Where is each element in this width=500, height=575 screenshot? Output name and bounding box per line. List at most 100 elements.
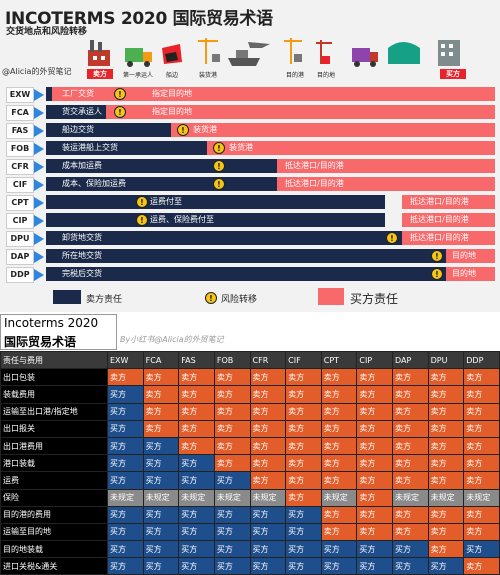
crane-unload-icon bbox=[316, 40, 332, 64]
column-header: DAP bbox=[392, 350, 429, 370]
table-cell: 买方 bbox=[213, 471, 251, 490]
factory-icon bbox=[88, 40, 110, 66]
page-subtitle: 交货地点和风险转移 bbox=[6, 27, 88, 37]
table-cell: 买方 bbox=[249, 557, 287, 575]
table-cell: 卖方 bbox=[213, 402, 251, 421]
table-cell: 卖方 bbox=[356, 505, 393, 524]
table-cell: 卖方 bbox=[249, 402, 287, 421]
arrow-icon bbox=[34, 251, 44, 263]
table-cell: 买方 bbox=[285, 505, 322, 524]
legend-warning-icon: ! bbox=[205, 292, 217, 304]
table-cell: 卖方 bbox=[392, 419, 429, 438]
page-title: INCOTERMS 2020 国际贸易术语 bbox=[5, 9, 273, 29]
author-tag: @Alicia的外贸笔记 bbox=[2, 67, 72, 76]
table-cell: 卖方 bbox=[356, 436, 393, 456]
table-cell: 卖方 bbox=[320, 368, 358, 387]
table-cell: 买方 bbox=[178, 454, 215, 473]
seller-cost-bar bbox=[207, 177, 277, 191]
row-label: 运输至出口港/指定地 bbox=[0, 402, 108, 421]
buyer-responsibility-bar bbox=[207, 141, 495, 155]
buyer-icon-label: 买方 bbox=[440, 69, 466, 79]
risk-transfer-warning-icon: ! bbox=[386, 232, 398, 244]
table-cell: 卖方 bbox=[427, 522, 465, 542]
term-row: EXW 工厂交货! 指定目的地 bbox=[0, 87, 500, 103]
table-cell: 卖方 bbox=[463, 454, 500, 473]
crane-dest-icon bbox=[284, 38, 302, 64]
table-cell: 买方 bbox=[142, 436, 180, 456]
term-row: FCA 货交承运人! 指定目的地 bbox=[0, 105, 500, 121]
term-code: CPT bbox=[6, 195, 34, 211]
table-cell: 卖方 bbox=[427, 454, 465, 473]
table-cell: 卖方 bbox=[356, 419, 393, 438]
table-cell: 未规定 bbox=[178, 488, 215, 507]
table-cell: 卖方 bbox=[427, 436, 465, 456]
table-cell: 卖方 bbox=[320, 522, 358, 542]
risk-transfer-warning-icon: ! bbox=[213, 160, 225, 172]
table-cell: 卖方 bbox=[392, 385, 429, 404]
table-cell: 买方 bbox=[178, 522, 215, 542]
table-cell: 卖方 bbox=[356, 402, 393, 421]
table-cell: 卖方 bbox=[463, 436, 500, 456]
table-cell: 未规定 bbox=[142, 488, 180, 507]
arrow-icon bbox=[34, 197, 44, 209]
buyer-responsibility-bar bbox=[106, 105, 495, 119]
term-row: CPT 运费付至! 抵达港口/目的港 bbox=[0, 195, 500, 211]
table-cell: 卖方 bbox=[356, 471, 393, 490]
risk-transfer-warning-icon: ! bbox=[177, 124, 189, 136]
table-row: 目的地装载 买方 买方 买方 买方 买方 买方 买方 买方 买方 卖方 买方 bbox=[0, 540, 500, 559]
table-cell: 买方 bbox=[107, 540, 144, 559]
table-cell: 卖方 bbox=[427, 385, 465, 404]
crane-icon bbox=[198, 38, 220, 64]
transport-icons bbox=[88, 38, 460, 67]
table-cell: 卖方 bbox=[142, 402, 180, 421]
table-title-cn: 国际贸易术语 bbox=[4, 335, 77, 349]
term-row: DDP 完税后交货! 目的地 bbox=[0, 267, 500, 283]
table-cell: 卖方 bbox=[285, 368, 322, 387]
table-cell: 卖方 bbox=[249, 471, 287, 490]
table-cell: 卖方 bbox=[356, 488, 393, 507]
term-row: FAS 船边交货! 装货港 bbox=[0, 123, 500, 139]
table-cell: 卖方 bbox=[249, 368, 287, 387]
risk-transfer-warning-icon: ! bbox=[431, 250, 443, 262]
table-cell: 卖方 bbox=[320, 436, 358, 456]
delivery-point-label: 装货港 bbox=[229, 143, 253, 152]
destination-icon-label: 目的地 bbox=[316, 72, 335, 79]
table-cell: 买方 bbox=[249, 540, 287, 559]
risk-transfer-warning-icon: ! bbox=[431, 268, 443, 280]
table-cell: 买方 bbox=[249, 505, 287, 524]
warehouse-icon bbox=[388, 42, 420, 64]
column-header: DDP bbox=[463, 350, 500, 370]
table-cell: 买方 bbox=[249, 522, 287, 542]
row-label: 目的港的费用 bbox=[0, 505, 108, 524]
loadport-icon-label: 装货港 bbox=[198, 72, 217, 79]
term-row: CIF 成本、保险加运费! 抵达港口/目的港 bbox=[0, 177, 500, 193]
table-row: 进口关税&通关 买方 买方 买方 买方 买方 买方 买方 买方 买方 买方 卖方 bbox=[0, 557, 500, 575]
table-cell: 买方 bbox=[320, 540, 358, 559]
table-cell: 买方 bbox=[427, 557, 465, 575]
table-cell: 卖方 bbox=[285, 454, 322, 473]
seller-icon-label: 卖方 bbox=[87, 69, 113, 79]
delivery-point-label: 指定目的地 bbox=[152, 89, 192, 98]
seller-label: 所在地交货 bbox=[62, 251, 102, 260]
buyer-responsibility-bar bbox=[171, 123, 495, 137]
term-code: FOB bbox=[6, 141, 34, 157]
table-row: 保险 未规定 未规定 未规定 未规定 未规定 卖方 未规定 卖方 未规定 未规定 未规定 bbox=[0, 488, 500, 507]
table-cell: 卖方 bbox=[320, 385, 358, 404]
risk-transfer-warning-icon: ! bbox=[114, 106, 126, 118]
term-code: CFR bbox=[6, 159, 34, 175]
table-cell: 买方 bbox=[107, 402, 144, 421]
term-code: FAS bbox=[6, 123, 34, 139]
table-row: 目的港的费用 买方 买方 买方 买方 买方 买方 卖方 卖方 卖方 卖方 卖方 bbox=[0, 505, 500, 524]
buyer-responsibility-bar bbox=[402, 213, 495, 227]
row-label: 出口包装 bbox=[0, 368, 108, 387]
column-header: CIF bbox=[285, 350, 322, 370]
table-cell: 卖方 bbox=[249, 454, 287, 473]
risk-transfer-warning-icon: ! bbox=[213, 142, 225, 154]
table-cell: 买方 bbox=[107, 385, 144, 404]
arrow-icon bbox=[34, 143, 44, 155]
table-cell: 卖方 bbox=[356, 368, 393, 387]
term-code: DAP bbox=[6, 249, 34, 265]
table-cell: 卖方 bbox=[142, 419, 180, 438]
watermark: By小红书@Alicia的外贸笔记 bbox=[120, 335, 224, 344]
table-cell: 买方 bbox=[213, 522, 251, 542]
